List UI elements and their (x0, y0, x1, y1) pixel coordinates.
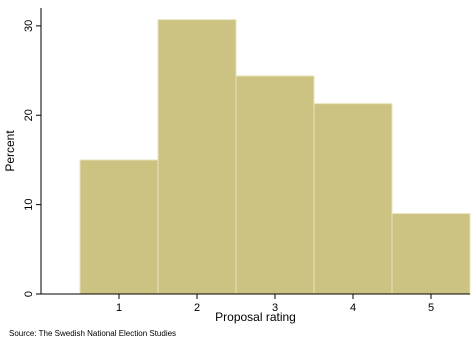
y-tick-label-10: 10 (23, 199, 35, 211)
y-tick-label-0: 0 (23, 291, 35, 297)
bar-3 (235, 75, 315, 295)
y-axis-label: Percent (3, 130, 17, 172)
x-tick-label-5: 5 (428, 302, 434, 314)
bar-5 (391, 213, 471, 295)
bars-group (79, 19, 471, 295)
x-tick-label-2: 2 (194, 302, 200, 314)
source-note: Source: The Swedish National Election St… (9, 329, 177, 338)
x-tick-label-1: 1 (116, 302, 122, 314)
x-axis-label: Proposal rating (215, 310, 296, 324)
axes-group (40, 8, 470, 295)
y-tick-label-30: 30 (23, 20, 35, 32)
ticks-group: 0 10 20 30 1 2 3 4 5 (23, 20, 434, 314)
bar-2 (157, 19, 237, 295)
bar-4 (313, 103, 393, 295)
x-tick-label-3: 3 (272, 302, 278, 314)
bar-1 (79, 159, 159, 295)
x-tick-label-4: 4 (350, 302, 356, 314)
y-tick-label-20: 20 (23, 109, 35, 121)
